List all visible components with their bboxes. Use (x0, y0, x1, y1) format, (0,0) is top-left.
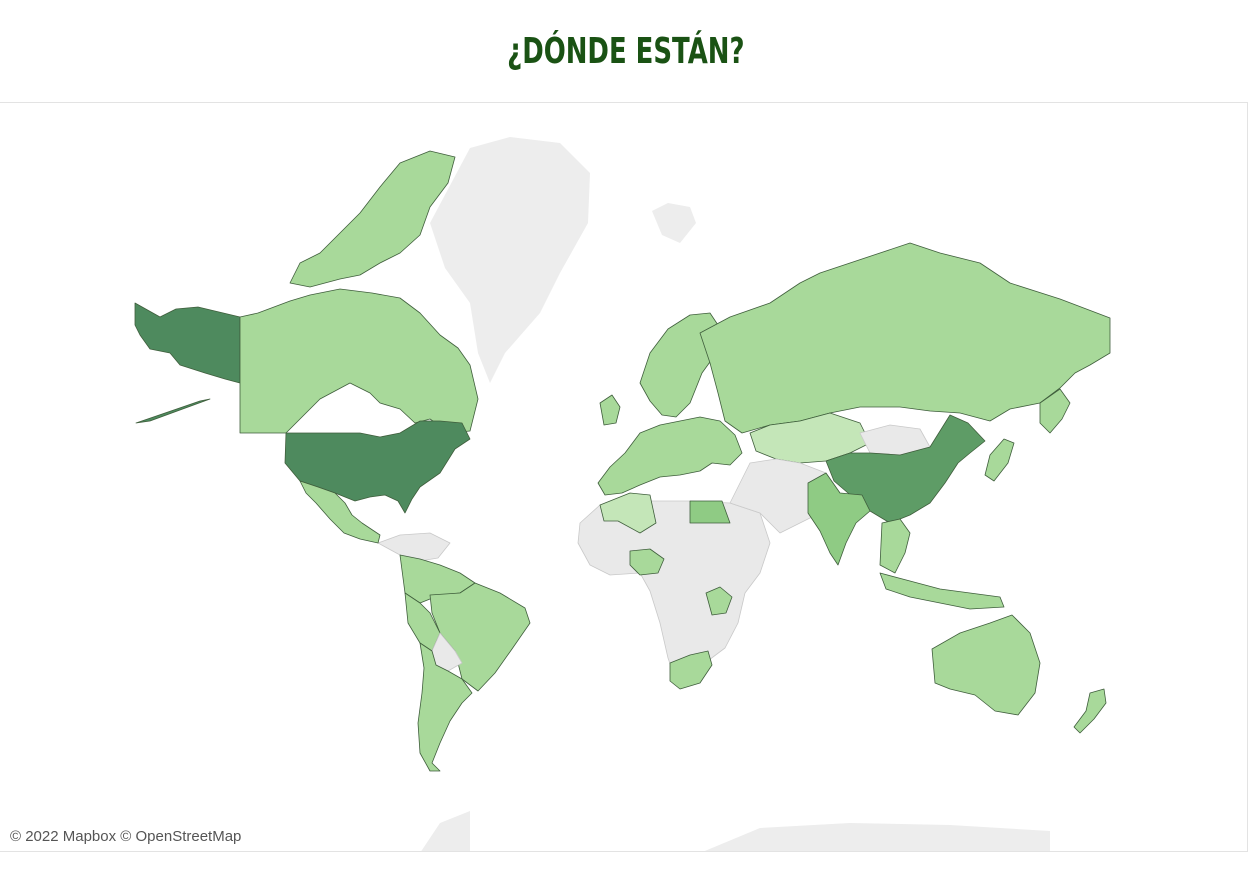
region-nigeria[interactable] (629, 548, 665, 576)
world-map[interactable]: © 2022 Mapbox © OpenStreetMap (0, 102, 1248, 852)
region-kazakhstan[interactable] (749, 412, 871, 464)
region-algeria[interactable] (599, 492, 657, 534)
region-indonesia[interactable] (879, 572, 1005, 610)
region-canada-arctic[interactable] (289, 150, 456, 288)
region-japan[interactable] (984, 438, 1015, 482)
region-africa-nodata (577, 500, 771, 679)
region-southeast-asia[interactable] (879, 518, 911, 574)
region-new-zealand[interactable] (1073, 688, 1107, 734)
map-canvas[interactable] (0, 103, 1248, 852)
region-kenya[interactable] (705, 586, 733, 616)
page-title: ¿DÓNDE ESTÁN? (507, 30, 745, 72)
central-america-nodata (377, 532, 451, 562)
region-south-africa[interactable] (669, 650, 713, 690)
region-egypt[interactable] (689, 500, 731, 524)
title-bar: ¿DÓNDE ESTÁN? (0, 0, 1252, 102)
region-mexico[interactable] (299, 480, 381, 544)
greenland-basemap (430, 137, 590, 383)
region-alaska-chain[interactable] (135, 398, 211, 424)
region-india[interactable] (807, 472, 871, 566)
svalbard-basemap (652, 203, 696, 243)
region-uk[interactable] (599, 394, 621, 426)
region-russia-east[interactable] (1039, 388, 1071, 434)
region-argentina-chile[interactable] (417, 642, 473, 772)
region-alaska[interactable] (134, 302, 241, 384)
map-attribution: © 2022 Mapbox © OpenStreetMap (4, 826, 248, 847)
region-canada[interactable] (239, 288, 479, 434)
region-australia[interactable] (931, 614, 1041, 716)
antarctica-basemap (421, 811, 1050, 851)
region-europe[interactable] (597, 416, 743, 496)
